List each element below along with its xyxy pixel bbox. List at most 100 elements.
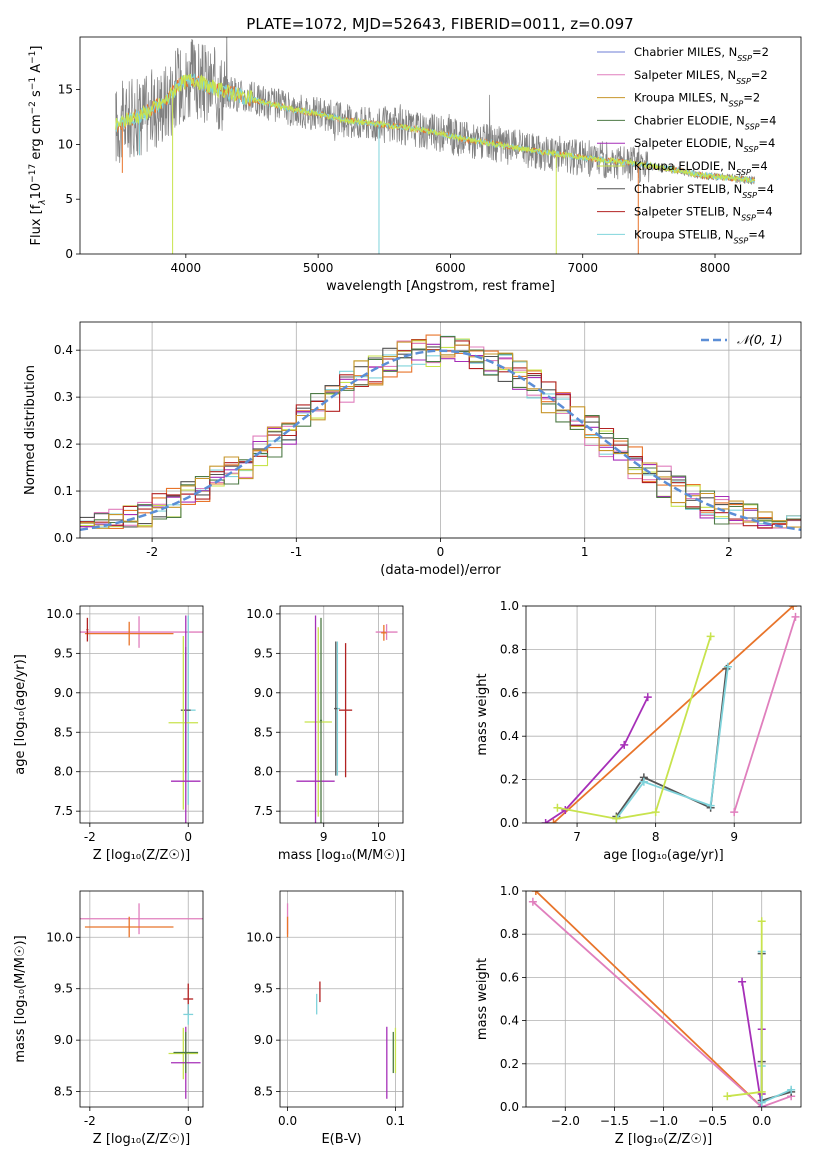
data-point-marker [528, 897, 537, 906]
y-axis-label-part: 10 [29, 183, 44, 200]
error-bar-point [168, 635, 199, 810]
legend-label: Chabrier MILES, N [634, 45, 737, 59]
y-tick-label: 10.0 [246, 607, 273, 621]
x-axis-label: (data-model)/error [380, 563, 501, 578]
data-point-marker [730, 808, 739, 817]
model-spectrum-line [115, 73, 756, 184]
y-tick-label: 9.0 [54, 686, 73, 700]
data-point-marker [706, 632, 715, 641]
x-tick-label: −1.5 [600, 1114, 629, 1128]
plot-area [115, 37, 756, 254]
legend-label: Chabrier STELIB, N [634, 182, 742, 196]
legend-label: Kroupa STELIB, N [634, 227, 734, 241]
y-tick-label: 8.5 [254, 725, 273, 739]
y-tick-label: 10.0 [46, 930, 73, 944]
error-bar-point [381, 624, 387, 641]
data-point-marker [553, 803, 562, 812]
legend-suffix: =4 [758, 136, 775, 150]
plot-area [80, 615, 203, 823]
y-tick-label: 0.4 [500, 729, 519, 743]
error-bar-point [339, 643, 353, 778]
data-point-marker [757, 1098, 766, 1107]
y-tick-label: 9.0 [54, 1033, 73, 1047]
subplot-age-vs-Z: -2 0 7.5 8.0 8.5 9.0 9.5 10.0 Z [log₁₀(Z/Z☉)] age… [13, 605, 204, 863]
y-tick-label: 9.0 [254, 686, 273, 700]
error-bar-point [86, 617, 89, 642]
y-tick-label: 8.5 [54, 725, 73, 739]
legend-entry: Kroupa ELODIE, NSSP=4 [634, 159, 768, 177]
weight-series [612, 662, 732, 823]
y-axis-label-part: A [29, 64, 44, 77]
axes-frame [525, 890, 802, 1108]
legend-subscript: SSP [737, 54, 752, 63]
data-point-marker [787, 1085, 796, 1094]
data-point-marker [706, 801, 715, 810]
x-axis-label: Z [log₁₀(Z/Z☉)] [93, 848, 190, 863]
series-line [615, 666, 729, 820]
y-axis-label-part: −1 [28, 77, 38, 90]
x-tick-label: 10 [371, 830, 386, 844]
y-axis-label-part: ] [29, 46, 44, 51]
error-bar-point [171, 615, 201, 823]
error-bar-point [334, 641, 338, 776]
data-point-marker [738, 977, 747, 986]
y-axis-label: age [log₁₀(age/yr)] [13, 654, 28, 775]
axes-frame [79, 321, 802, 539]
axes-frame [525, 605, 802, 824]
legend-suffix: =4 [760, 113, 777, 127]
x-axis-label: Z [log₁₀(Z/Z☉)] [615, 1132, 712, 1147]
y-tick-label: 0.8 [500, 642, 519, 656]
axes-frame [79, 890, 204, 1108]
subplot-spectrum: 4000 5000 6000 7000 8000 0 5 10 15 wavelength [An… [28, 36, 802, 294]
legend-subscript: SSP [736, 76, 751, 85]
legend-entry: Chabrier STELIB, NSSP=4 [634, 182, 774, 200]
series-line [552, 606, 794, 823]
legend-entry: Salpeter MILES, NSSP=2 [634, 68, 768, 86]
subplot-mass-vs-Z: -2 0 8.5 9.0 9.5 10.0 Z [log₁₀(Z/Z☉)] mass [log… [13, 890, 204, 1147]
axes-frame [279, 890, 404, 1108]
error-bar-point [319, 617, 323, 823]
weight-series [730, 612, 800, 817]
legend-entry: Kroupa STELIB, NSSP=4 [634, 227, 765, 245]
x-tick-label: 0 [184, 830, 192, 844]
legend-entry: Chabrier MILES, NSSP=2 [634, 45, 769, 63]
x-axis-label: Z [log₁₀(Z/Z☉)] [93, 1132, 190, 1147]
y-tick-label: 0.2 [500, 1057, 519, 1071]
legend-suffix: =4 [757, 182, 774, 196]
y-tick-label: 10.0 [46, 607, 73, 621]
legend-subscript: SSP [741, 213, 756, 222]
y-tick-label: 0.0 [500, 1100, 519, 1114]
x-tick-label: -2 [84, 830, 96, 844]
error-bar-point [296, 615, 335, 823]
data-point-marker [541, 819, 550, 823]
plot-area [528, 891, 796, 1107]
series-line [557, 636, 712, 820]
y-tick-label: 1.0 [500, 884, 519, 898]
x-tick-label: 0 [184, 1114, 192, 1128]
weight-series [757, 949, 796, 1105]
legend-suffix: =4 [756, 205, 773, 219]
y-tick-label: 7.5 [54, 804, 73, 818]
x-axis-label: age [log₁₀(age/yr)] [603, 848, 724, 863]
legend-label: Kroupa ELODIE, N [634, 159, 736, 173]
x-tick-label: 2 [725, 545, 733, 559]
x-tick-label: −2.0 [551, 1114, 580, 1128]
subplot-weight-vs-Z: −2.0 −1.5 −1.0 −0.5 0.0 0.0 0.2 0.4 0.6 0.8 1.0 Z [… [475, 884, 802, 1147]
y-tick-label: 7.5 [254, 804, 273, 818]
data-point-marker [643, 693, 652, 702]
legend-entry: Kroupa MILES, NSSP=2 [634, 91, 760, 109]
y-tick-label: 8.5 [54, 1085, 73, 1099]
y-axis-label-part: λ [38, 199, 48, 205]
x-tick-label: 8000 [700, 261, 731, 275]
legend-label: Kroupa MILES, N [634, 91, 729, 105]
y-tick-label: 8.0 [254, 765, 273, 779]
plot-area [296, 615, 398, 823]
plot-area [286, 903, 397, 1099]
y-axis-label-part: −17 [28, 164, 38, 183]
legend-entry: Salpeter ELODIE, NSSP=4 [634, 136, 775, 154]
error-bar-point [304, 627, 332, 817]
series-line [615, 668, 728, 818]
x-tick-label: 0.0 [752, 1114, 771, 1128]
